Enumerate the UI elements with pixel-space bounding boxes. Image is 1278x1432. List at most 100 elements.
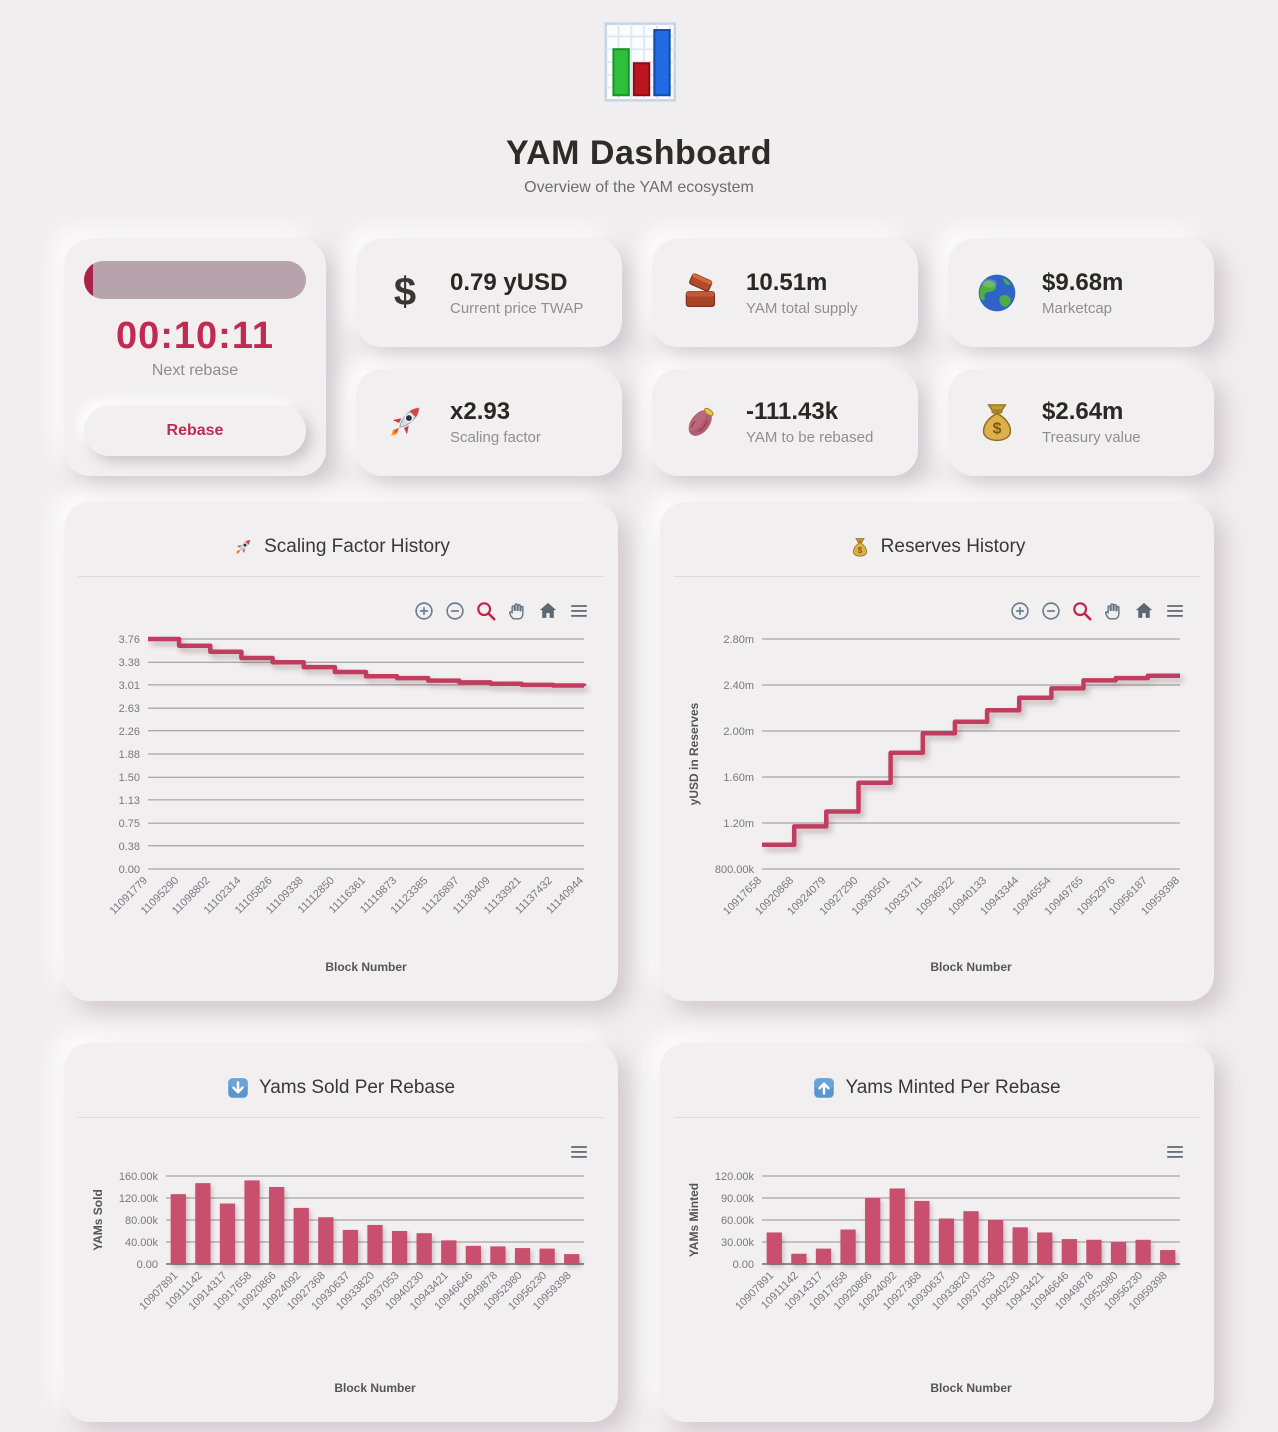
zoom-in-icon[interactable] bbox=[413, 600, 435, 622]
home-reset-icon[interactable] bbox=[1133, 600, 1155, 622]
zoom-out-icon[interactable] bbox=[444, 600, 466, 622]
svg-text:0.00: 0.00 bbox=[137, 1259, 158, 1271]
stat-label: Current price TWAP bbox=[450, 299, 584, 317]
svg-text:90.00k: 90.00k bbox=[721, 1193, 755, 1205]
page-title: YAM Dashboard bbox=[506, 134, 772, 172]
chart-title: Yams Minted Per Rebase bbox=[845, 1077, 1061, 1098]
menu-icon[interactable] bbox=[1164, 600, 1186, 622]
svg-text:120.00k: 120.00k bbox=[119, 1193, 159, 1205]
rebase-progress-bar bbox=[84, 261, 306, 299]
stat-card-treasury-value: $2.64m Treasury value bbox=[948, 368, 1214, 476]
chart-canvas: 3.76 3.38 3.01 2.63 2.26 1.88 1.50 1.13 0.75 0.38… bbox=[108, 634, 587, 974]
stat-card-scaling-factor: x2.93 Scaling factor bbox=[356, 368, 622, 476]
svg-text:40.00k: 40.00k bbox=[125, 1237, 159, 1249]
svg-text:2.26: 2.26 bbox=[119, 726, 140, 738]
svg-text:0.00: 0.00 bbox=[119, 864, 140, 876]
svg-text:Block Number: Block Number bbox=[325, 960, 407, 974]
menu-icon[interactable] bbox=[568, 1141, 590, 1163]
stats-grid: $ 0.79 yUSD Current price TWAP 10.51m YA… bbox=[356, 239, 1214, 476]
sweet-potato-icon bbox=[678, 399, 724, 445]
svg-text:Block Number: Block Number bbox=[930, 960, 1012, 974]
svg-text:2.80m: 2.80m bbox=[723, 634, 754, 646]
rebase-countdown-label: Next rebase bbox=[151, 362, 239, 379]
scaling-factor-chart: 3.76 3.38 3.01 2.63 2.26 1.88 1.50 1.13 0.75 0.38… bbox=[88, 621, 594, 977]
menu-icon[interactable] bbox=[1164, 1141, 1186, 1163]
chart-title-row: Yams Minted Per Rebase bbox=[684, 1077, 1190, 1099]
stat-value: 10.51m bbox=[746, 268, 828, 296]
page-subtitle: Overview of the YAM ecosystem bbox=[524, 179, 754, 196]
chart-toolbar bbox=[88, 599, 590, 623]
chart-canvas: 120.00k90.00k60.00k30.00k0.0010907891109… bbox=[687, 1171, 1180, 1395]
svg-text:2.00m: 2.00m bbox=[723, 726, 754, 738]
dollar-icon: $ bbox=[393, 270, 417, 315]
menu-icon[interactable] bbox=[568, 600, 590, 622]
brick-icon bbox=[678, 270, 724, 316]
svg-text:2.63: 2.63 bbox=[119, 703, 140, 715]
chart-card-yams-minted: Yams Minted Per Rebase 120.00k 90.00k 60.0… bbox=[660, 1043, 1214, 1422]
rebase-progress-fill bbox=[84, 261, 93, 299]
pan-hand-icon[interactable] bbox=[506, 600, 528, 622]
stat-value: -111.43k bbox=[746, 398, 839, 426]
zoom-in-icon[interactable] bbox=[1009, 600, 1031, 622]
stat-card-marketcap: $9.68m Marketcap bbox=[948, 239, 1214, 347]
chart-toolbar bbox=[684, 599, 1186, 623]
svg-text:3.01: 3.01 bbox=[119, 680, 140, 692]
svg-text:YAMs Minted: YAMs Minted bbox=[687, 1183, 701, 1257]
chart-title: Reserves History bbox=[880, 536, 1026, 557]
stat-label: YAM to be rebased bbox=[746, 429, 874, 447]
stat-value: 0.79 yUSD bbox=[450, 268, 568, 296]
svg-text:1.50: 1.50 bbox=[119, 772, 140, 784]
pan-hand-icon[interactable] bbox=[1102, 600, 1124, 622]
svg-text:YAMs Sold: YAMs Sold bbox=[91, 1189, 105, 1251]
chart-card-reserves-history: Reserves History 2.80m 2.40m 2.00m 1.60m 1.2… bbox=[660, 502, 1214, 1001]
svg-text:1.20m: 1.20m bbox=[723, 818, 754, 830]
chart-toolbar bbox=[88, 1140, 590, 1164]
rebase-countdown: 00:10:11 bbox=[115, 315, 274, 357]
chart-title-row: Yams Sold Per Rebase bbox=[88, 1077, 594, 1099]
selection-zoom-icon[interactable] bbox=[475, 600, 497, 622]
stat-card-current-price: $ 0.79 yUSD Current price TWAP bbox=[356, 239, 622, 347]
svg-text:30.00k: 30.00k bbox=[721, 1237, 755, 1249]
rocket-icon bbox=[382, 399, 428, 445]
zoom-out-icon[interactable] bbox=[1040, 600, 1062, 622]
charts-section: Scaling Factor History 3.76 3.38 3.01 2.63 2… bbox=[64, 502, 1214, 1422]
money-bag-icon bbox=[974, 399, 1020, 445]
stat-value: x2.93 bbox=[450, 398, 511, 426]
svg-text:Block Number: Block Number bbox=[930, 1381, 1012, 1395]
yams-sold-chart: 160.00k 120.00k 80.00k 40.00k 0.00 10907891 10… bbox=[88, 1162, 594, 1398]
chart-title: Scaling Factor History bbox=[264, 536, 450, 557]
svg-text:800.00k: 800.00k bbox=[715, 864, 755, 876]
svg-text:160.00k: 160.00k bbox=[119, 1171, 159, 1183]
chart-title: Yams Sold Per Rebase bbox=[258, 1077, 456, 1098]
svg-text:80.00k: 80.00k bbox=[125, 1215, 159, 1227]
stat-value: $9.68m bbox=[1042, 268, 1124, 296]
up-arrow-icon bbox=[813, 1077, 835, 1099]
stat-label: Scaling factor bbox=[450, 429, 541, 447]
money-bag-icon bbox=[849, 536, 871, 558]
svg-text:Block Number: Block Number bbox=[334, 1381, 416, 1395]
rebase-button[interactable]: Rebase bbox=[84, 406, 306, 456]
svg-text:0.00: 0.00 bbox=[733, 1259, 754, 1271]
divider bbox=[78, 1117, 604, 1118]
selection-zoom-icon[interactable] bbox=[1071, 600, 1093, 622]
rebase-timer-card: 00:10:11 Next rebase Rebase bbox=[64, 239, 326, 476]
stat-card-total-supply: 10.51m YAM total supply bbox=[652, 239, 918, 347]
stat-label: Marketcap bbox=[1042, 299, 1113, 317]
stat-card-rebase-amount: -111.43k YAM to be rebased bbox=[652, 368, 918, 476]
home-reset-icon[interactable] bbox=[537, 600, 559, 622]
summary-section: 00:10:11 Next rebase Rebase $ 0.79 yUSD … bbox=[64, 239, 1214, 476]
divider bbox=[674, 1117, 1200, 1118]
svg-text:3.76: 3.76 bbox=[119, 634, 140, 646]
rocket-icon bbox=[232, 536, 254, 558]
chart-canvas: 160.00k120.00k80.00k40.00k0.001090789110… bbox=[91, 1171, 584, 1395]
divider bbox=[78, 576, 604, 577]
stat-label: Treasury value bbox=[1042, 429, 1141, 447]
svg-text:60.00k: 60.00k bbox=[721, 1215, 755, 1227]
page-header: YAM Dashboard Overview of the YAM ecosys… bbox=[64, 16, 1214, 197]
svg-text:2.40m: 2.40m bbox=[723, 680, 754, 692]
chart-title-row: Scaling Factor History bbox=[88, 536, 594, 558]
down-arrow-icon bbox=[227, 1077, 249, 1099]
yams-minted-chart: 120.00k 90.00k 60.00k 30.00k 0.00 10907891 109… bbox=[684, 1162, 1190, 1398]
divider bbox=[674, 576, 1200, 577]
